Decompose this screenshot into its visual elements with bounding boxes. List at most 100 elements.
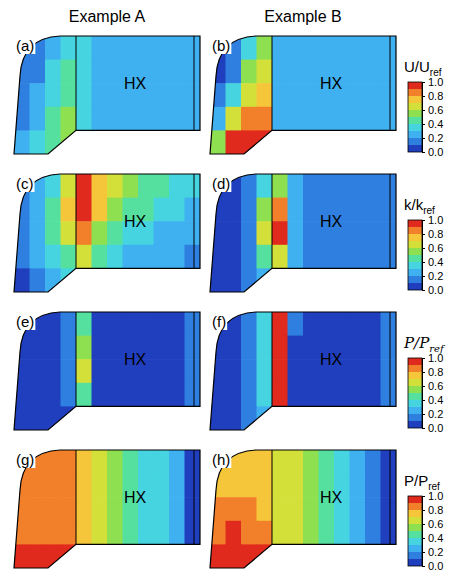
cell bbox=[241, 474, 257, 498]
annotation: HX bbox=[124, 213, 147, 230]
cell bbox=[169, 312, 185, 336]
colorbar-band bbox=[408, 269, 422, 276]
cell bbox=[226, 60, 242, 84]
colorbar-band bbox=[408, 496, 422, 503]
cell bbox=[61, 312, 77, 336]
annotation: HX bbox=[124, 489, 147, 506]
cell bbox=[61, 107, 77, 131]
colorbar-band bbox=[408, 538, 422, 545]
domain-outline bbox=[14, 450, 200, 568]
cell bbox=[350, 474, 366, 498]
column-header: Example B bbox=[264, 8, 341, 25]
tick-mark bbox=[422, 428, 425, 429]
cell bbox=[365, 521, 381, 545]
cell bbox=[61, 406, 77, 430]
cell bbox=[76, 359, 92, 383]
tick-label: 0.8 bbox=[428, 366, 443, 378]
cell bbox=[365, 174, 381, 198]
cell bbox=[138, 174, 154, 198]
tick-mark bbox=[422, 510, 425, 511]
cell bbox=[303, 83, 319, 107]
cell bbox=[303, 359, 319, 383]
cell bbox=[45, 268, 61, 292]
tick-mark bbox=[422, 290, 425, 291]
cell bbox=[123, 521, 139, 545]
cell bbox=[365, 474, 381, 498]
cell bbox=[107, 107, 123, 131]
cell bbox=[123, 450, 139, 474]
tick-mark bbox=[422, 82, 425, 83]
tick-label: 0.2 bbox=[428, 546, 443, 558]
hx-boundary bbox=[194, 312, 195, 406]
colorbar-band bbox=[408, 524, 422, 531]
tick: 0.0 bbox=[422, 422, 443, 434]
cell bbox=[92, 474, 108, 498]
cell bbox=[107, 245, 123, 269]
hx-boundary bbox=[272, 312, 273, 406]
cell bbox=[226, 406, 242, 430]
cell bbox=[319, 174, 335, 198]
cell bbox=[288, 383, 304, 407]
hx-boundary bbox=[272, 174, 273, 268]
panel-label: (h) bbox=[212, 451, 230, 468]
cell bbox=[241, 130, 257, 154]
cell bbox=[61, 198, 77, 222]
tick: 0.8 bbox=[422, 90, 443, 102]
cell bbox=[154, 107, 170, 131]
cell bbox=[30, 268, 46, 292]
colorbar-title: k/kref bbox=[404, 196, 435, 216]
cell bbox=[381, 221, 397, 245]
cell bbox=[272, 474, 288, 498]
tick: 0.4 bbox=[422, 118, 443, 130]
cell bbox=[241, 336, 257, 360]
tick: 0.4 bbox=[422, 394, 443, 406]
cell bbox=[381, 83, 397, 107]
cell bbox=[381, 245, 397, 269]
cell bbox=[123, 174, 139, 198]
cell bbox=[241, 406, 257, 430]
cell bbox=[138, 107, 154, 131]
cell bbox=[123, 312, 139, 336]
cell bbox=[350, 107, 366, 131]
cell bbox=[107, 312, 123, 336]
cell bbox=[381, 336, 397, 360]
cell bbox=[334, 174, 350, 198]
cell bbox=[272, 359, 288, 383]
panel-label: (d) bbox=[212, 175, 230, 192]
tick-label: 0.4 bbox=[428, 256, 443, 268]
cell bbox=[92, 312, 108, 336]
cell bbox=[76, 521, 92, 545]
cell bbox=[272, 221, 288, 245]
panel: HX(c) bbox=[14, 174, 201, 293]
cell bbox=[61, 474, 77, 498]
cell bbox=[365, 359, 381, 383]
cell bbox=[14, 83, 30, 107]
cell bbox=[350, 198, 366, 222]
cell bbox=[365, 36, 381, 60]
tick-label: 0.0 bbox=[428, 146, 443, 158]
cell bbox=[226, 336, 242, 360]
tick: 0.2 bbox=[422, 132, 443, 144]
cell bbox=[350, 383, 366, 407]
colorbar-band bbox=[408, 248, 422, 255]
cell bbox=[123, 383, 139, 407]
panel: HX(h) bbox=[210, 450, 397, 569]
cell bbox=[241, 36, 257, 60]
colorbar-frame bbox=[408, 358, 422, 428]
cell bbox=[226, 383, 242, 407]
cell bbox=[154, 474, 170, 498]
cell bbox=[381, 174, 397, 198]
colorbar-axis: 0.00.20.40.60.81.0 bbox=[422, 490, 443, 572]
tick-mark bbox=[422, 234, 425, 235]
colorbar-axis: 0.00.20.40.60.81.0 bbox=[422, 214, 443, 296]
cell bbox=[241, 521, 257, 545]
cell bbox=[272, 36, 288, 60]
cell bbox=[185, 174, 201, 198]
cell bbox=[45, 497, 61, 521]
cell bbox=[272, 198, 288, 222]
cell bbox=[61, 36, 77, 60]
cell bbox=[61, 245, 77, 269]
cell bbox=[241, 312, 257, 336]
cell bbox=[288, 107, 304, 131]
cell bbox=[107, 83, 123, 107]
